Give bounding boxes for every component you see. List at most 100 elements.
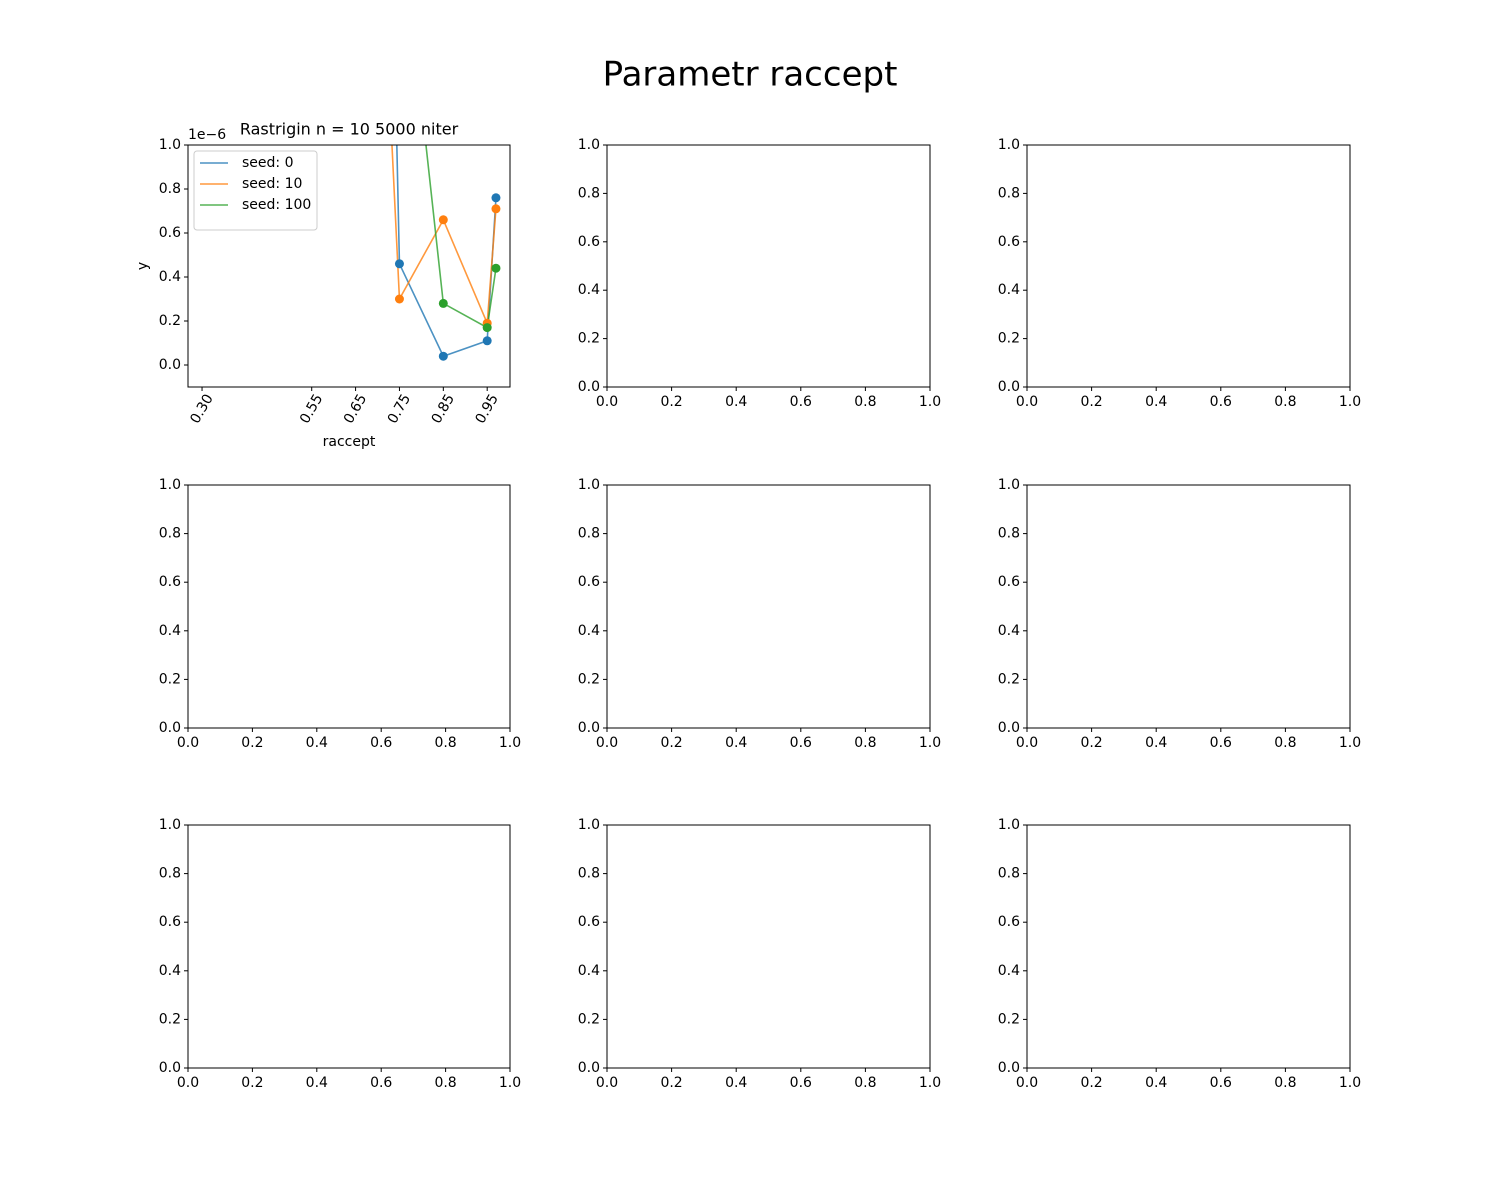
- y-tick-label: 0.0: [159, 720, 181, 736]
- x-tick-label: 0.4: [1145, 735, 1167, 751]
- y-tick-label: 0.8: [998, 866, 1020, 882]
- legend-label: seed: 100: [242, 197, 311, 213]
- y-tick-label: 0.2: [578, 671, 600, 687]
- y-tick-label: 0.6: [998, 914, 1020, 930]
- x-tick-label: 0.2: [660, 1075, 682, 1091]
- x-tick-label: 1.0: [1339, 1075, 1361, 1091]
- y-offset-label: 1e−6: [188, 127, 226, 143]
- y-tick-label: 1.0: [998, 817, 1020, 833]
- x-tick-label: 0.4: [1145, 1075, 1167, 1091]
- x-tick-label: 0.6: [1210, 735, 1232, 751]
- x-tick-label: 0.6: [790, 394, 812, 410]
- y-tick-label: 1.0: [159, 817, 181, 833]
- x-tick-label: 0.6: [370, 735, 392, 751]
- y-tick-label: 0.0: [159, 357, 181, 373]
- x-tick-label: 1.0: [919, 735, 941, 751]
- x-tick-label: 0.2: [1080, 735, 1102, 751]
- point: [394, 294, 404, 304]
- x-tick-label: 0.0: [596, 735, 618, 751]
- axes-frame: [1026, 144, 1351, 388]
- y-tick-label: 0.2: [578, 331, 600, 347]
- x-tick-label: 0.0: [1016, 735, 1038, 751]
- y-tick-label: 0.4: [578, 623, 600, 639]
- x-tick-label: 0.8: [854, 735, 876, 751]
- y-tick-label: 0.6: [159, 225, 181, 241]
- y-tick-label: 0.0: [998, 379, 1020, 395]
- y-tick-label: 0.0: [578, 720, 600, 736]
- subplot: 0.0 0.2 0.4 0.6 0.8 1.0 0.0 0.2 0.4 0.6 0.8 1.0: [998, 477, 1361, 751]
- x-tick-label: 1.0: [1339, 394, 1361, 410]
- x-tick-label: 0.2: [660, 394, 682, 410]
- y-tick-label: 0.2: [159, 1011, 181, 1027]
- x-tick-label: 1.0: [919, 1075, 941, 1091]
- x-tick-label: 0.4: [725, 394, 747, 410]
- subplot: 0.0 0.2 0.4 0.6 0.8 1.0 0.0 0.2 0.4 0.6 0.8 1.0: [578, 477, 941, 751]
- x-tick-label: 0.6: [1210, 394, 1232, 410]
- y-tick-label: 0.4: [998, 963, 1020, 979]
- legend-label: seed: 10: [242, 176, 302, 192]
- x-tick-label: 0.8: [434, 1075, 456, 1091]
- y-tick-label: 1.0: [578, 477, 600, 493]
- y-tick-label: 0.8: [159, 181, 181, 197]
- axes-frame: [1026, 824, 1351, 1069]
- x-tick-label: 0.0: [1016, 1075, 1038, 1091]
- x-tick-label: 0.8: [1274, 1075, 1296, 1091]
- axes-frame: [606, 824, 931, 1069]
- y-tick-label: 1.0: [159, 137, 181, 153]
- x-tick-label: 0.4: [725, 1075, 747, 1091]
- axes-frame: [606, 484, 931, 729]
- x-tick-label: 0.8: [1274, 394, 1296, 410]
- x-tick-label: 0.6: [790, 1075, 812, 1091]
- subplot: 0.0 0.2 0.4 0.6 0.8 1.0 0.0 0.2 0.4 0.6 0.8 1.0: [159, 477, 521, 751]
- point: [438, 215, 448, 225]
- legend-label: seed: 0: [242, 155, 293, 171]
- y-tick-label: 1.0: [998, 477, 1020, 493]
- y-tick-label: 0.8: [998, 526, 1020, 542]
- y-tick-label: 0.0: [998, 1060, 1020, 1076]
- y-tick-label: 0.0: [578, 1060, 600, 1076]
- x-tick-label: 0.8: [434, 735, 456, 751]
- x-tick-label: 0.4: [1145, 394, 1167, 410]
- x-tick-label: 1.0: [499, 735, 521, 751]
- x-tick-label: 0.2: [660, 735, 682, 751]
- y-tick-label: 0.6: [159, 914, 181, 930]
- y-tick-label: 0.4: [159, 623, 181, 639]
- y-tick-label: 0.6: [578, 234, 600, 250]
- legend-box: [193, 150, 318, 231]
- y-tick-label: 0.4: [998, 623, 1020, 639]
- x-tick-label: 0.0: [177, 735, 199, 751]
- x-tick-label: 0.6: [790, 735, 812, 751]
- subplot-title: Rastrigin n = 10 5000 niter: [240, 120, 459, 139]
- x-tick-label: 0.0: [1016, 394, 1038, 410]
- x-tick-label: 1.0: [919, 394, 941, 410]
- x-tick-label: 0.4: [306, 1075, 328, 1091]
- point: [491, 263, 501, 273]
- subplot: 0.0 0.2 0.4 0.6 0.8 1.0 0.0 0.2 0.4 0.6 0.8 1.0: [998, 817, 1361, 1091]
- y-tick-label: 0.4: [578, 963, 600, 979]
- y-tick-label: 0.4: [159, 269, 181, 285]
- x-tick-label: 0.2: [1080, 1075, 1102, 1091]
- point: [482, 336, 492, 346]
- x-tick-label: 0.0: [177, 1075, 199, 1091]
- axes-frame: [606, 144, 931, 388]
- x-tick-label: 0.2: [241, 1075, 263, 1091]
- x-tick-label: 0.8: [854, 394, 876, 410]
- x-tick-label: 0.0: [596, 1075, 618, 1091]
- y-tick-label: 0.2: [998, 671, 1020, 687]
- subplot: 0.0 0.2 0.4 0.6 0.8 1.0 0.0 0.2 0.4 0.6 0.8 1.0: [159, 817, 521, 1091]
- y-tick-label: 1.0: [159, 477, 181, 493]
- point: [438, 298, 448, 308]
- y-tick-label: 0.8: [159, 526, 181, 542]
- y-tick-label: 0.8: [159, 866, 181, 882]
- x-axis-label: raccept: [323, 434, 376, 450]
- y-tick-label: 0.2: [998, 331, 1020, 347]
- axes-frame: [187, 484, 511, 729]
- point: [491, 204, 501, 214]
- subplot: 0.0 0.2 0.4 0.6 0.8 1.0 0.0 0.2 0.4 0.6 0.8 1.0: [578, 817, 941, 1091]
- x-tick-label: 0.0: [596, 394, 618, 410]
- x-tick-label: 0.4: [725, 735, 747, 751]
- x-tick-label: 1.0: [1339, 735, 1361, 751]
- x-tick-label: 0.6: [1210, 1075, 1232, 1091]
- y-tick-label: 0.0: [159, 1060, 181, 1076]
- x-tick-label: 0.4: [306, 735, 328, 751]
